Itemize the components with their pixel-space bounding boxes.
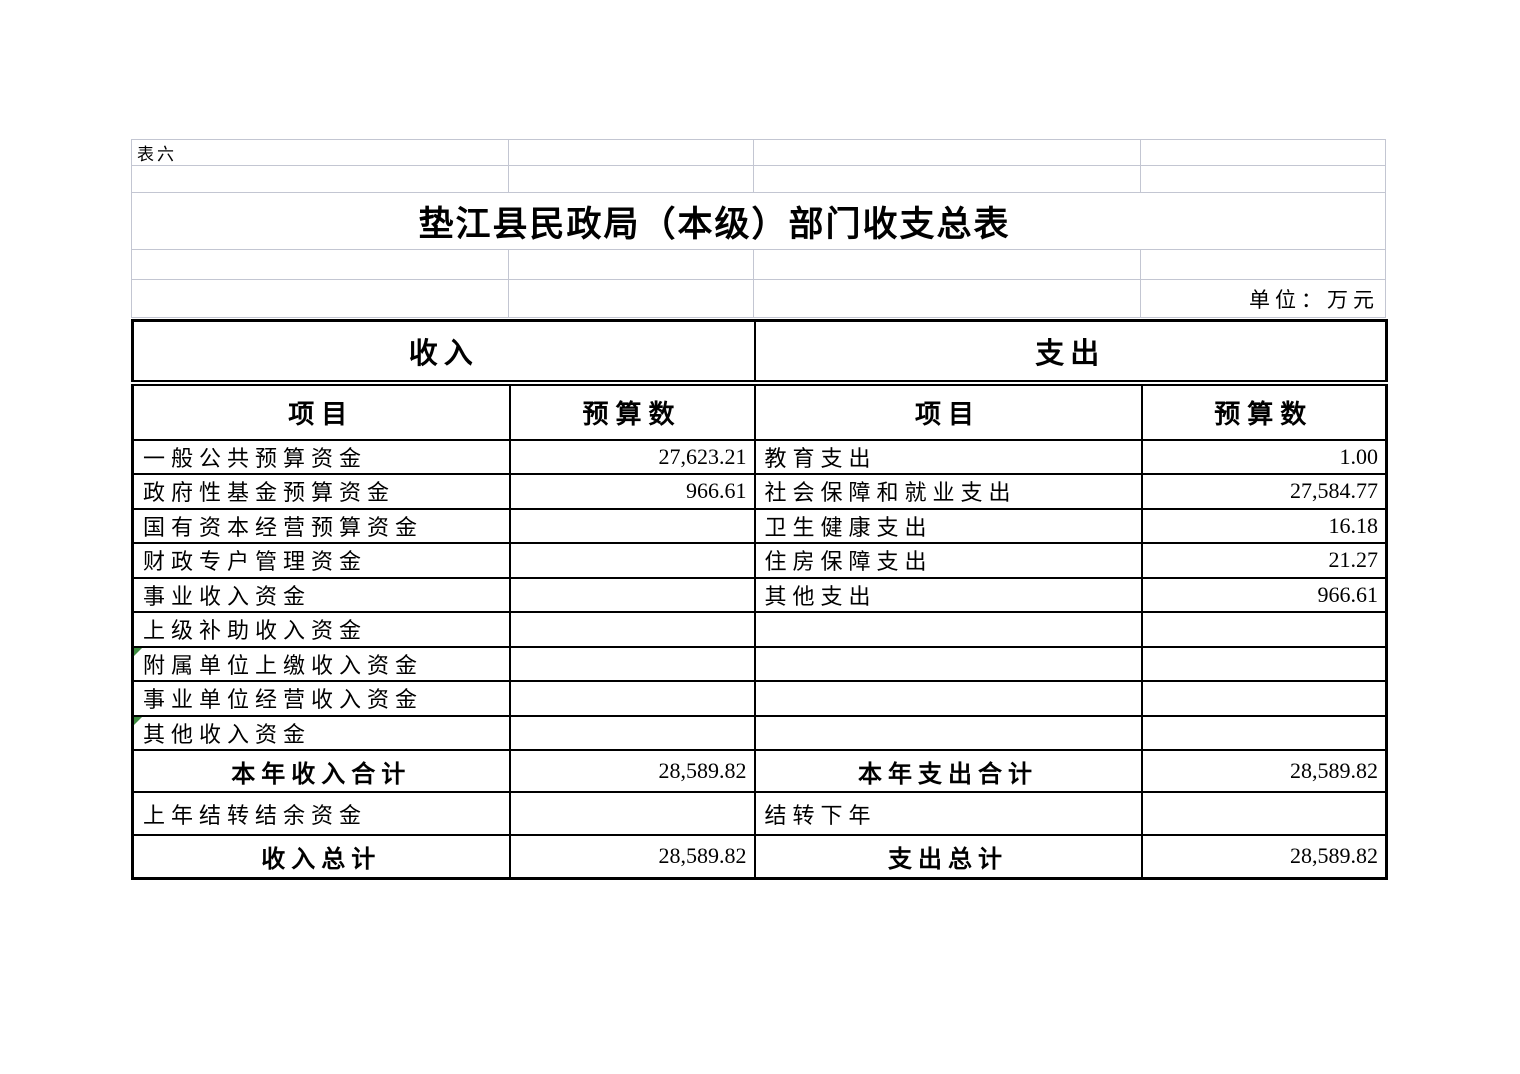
expense-budget-cell: [1140, 645, 1388, 682]
expense-budget-cell: 27,584.77: [1140, 473, 1388, 510]
table-row: 附属单位上缴收入资金: [131, 645, 1388, 682]
income-item-text: 其他收入资金: [143, 721, 312, 747]
expense-budget-cell: [1140, 680, 1388, 717]
income-item-cell: 上级补助收入资金: [131, 611, 511, 648]
income-item-column-header: 项目: [131, 381, 511, 441]
expense-budget-cell: 1.00: [1140, 438, 1388, 475]
income-item-cell: 事业单位经营收入资金: [131, 680, 511, 717]
expense-item-cell: 教育支出: [753, 438, 1143, 475]
income-budget-cell: 27,623.21: [508, 438, 756, 475]
table-row: 垫江县民政局（本级）部门收支总表: [131, 192, 1386, 250]
table-row: 事业收入资金 其他支出 966.61: [131, 576, 1388, 613]
expense-carryover-value: [1140, 791, 1388, 836]
table-row: 上级补助收入资金: [131, 611, 1388, 648]
table-row: 国有资本经营预算资金 卫生健康支出 16.18: [131, 507, 1388, 544]
income-subtotal-label: 本年收入合计: [131, 749, 511, 793]
income-item-cell: 事业收入资金: [131, 576, 511, 613]
empty-cell: [131, 279, 509, 318]
empty-cell: [753, 249, 1141, 280]
empty-cell: [753, 139, 1141, 166]
table-row: 单位：万元: [131, 279, 1386, 318]
expense-item-cell: 其他支出: [753, 576, 1143, 613]
table-row: [131, 249, 1386, 280]
income-item-cell: 财政专户管理资金: [131, 542, 511, 579]
expense-total-value: 28,589.82: [1140, 834, 1388, 879]
income-section-header: 收入: [131, 319, 756, 386]
income-budget-cell: 966.61: [508, 473, 756, 510]
empty-cell: [131, 249, 509, 280]
title-cell: 垫江县民政局（本级）部门收支总表: [131, 192, 1386, 250]
table-row: 其他收入资金: [131, 714, 1388, 751]
column-header-row: 项目 预算数 项目 预算数: [131, 381, 1388, 441]
empty-cell: [508, 139, 754, 166]
empty-cell: [753, 165, 1141, 193]
expense-item-cell: 卫生健康支出: [753, 507, 1143, 544]
empty-cell: [508, 279, 754, 318]
empty-cell: [131, 165, 509, 193]
table-row: 财政专户管理资金 住房保障支出 21.27: [131, 542, 1388, 579]
expense-total-label: 支出总计: [753, 834, 1143, 879]
expense-item-cell: [753, 611, 1143, 648]
expense-budget-cell: [1140, 714, 1388, 751]
carryover-row: 上年结转结余资金 结转下年: [131, 791, 1388, 836]
empty-cell: [1140, 165, 1386, 193]
table-row: 事业单位经营收入资金: [131, 680, 1388, 717]
expense-item-cell: [753, 645, 1143, 682]
empty-cell: [508, 249, 754, 280]
income-item-cell: 政府性基金预算资金: [131, 473, 511, 510]
expense-budget-cell: [1140, 611, 1388, 648]
table-row: 表六: [131, 139, 1386, 166]
empty-cell: [508, 165, 754, 193]
expense-item-cell: [753, 714, 1143, 751]
income-total-label: 收入总计: [131, 834, 511, 879]
income-budget-cell: [508, 507, 756, 544]
error-marker-icon: [134, 717, 142, 725]
income-carryover-label: 上年结转结余资金: [131, 791, 511, 836]
unit-label: 单位：万元: [1140, 279, 1386, 318]
income-budget-cell: [508, 714, 756, 751]
expense-item-column-header: 项目: [753, 381, 1143, 441]
income-budget-cell: [508, 611, 756, 648]
top-grid: 表六 垫江县民政局（本级）部门收支总表: [131, 139, 1386, 318]
income-item-cell: 一般公共预算资金: [131, 438, 511, 475]
error-marker-icon: [134, 648, 142, 656]
expense-subtotal-label: 本年支出合计: [753, 749, 1143, 793]
income-expense-table: 收入 支出 项目 预算数 项目 预算数 一般公共预算资金 27,623.21 教…: [131, 319, 1389, 880]
expense-budget-cell: 966.61: [1140, 576, 1388, 613]
table-row: 一般公共预算资金 27,623.21 教育支出 1.00: [131, 438, 1388, 475]
sheet-number-label: 表六: [131, 139, 509, 166]
expense-budget-cell: 21.27: [1140, 542, 1388, 579]
income-item-cell: 附属单位上缴收入资金: [131, 645, 511, 682]
expense-item-cell: 社会保障和就业支出: [753, 473, 1143, 510]
subtotal-row: 本年收入合计 28,589.82 本年支出合计 28,589.82: [131, 749, 1388, 793]
empty-cell: [1140, 249, 1386, 280]
table-row: [131, 165, 1386, 193]
income-total-value: 28,589.82: [508, 834, 756, 879]
page-title: 垫江县民政局（本级）部门收支总表: [418, 204, 1011, 244]
income-item-cell: 国有资本经营预算资金: [131, 507, 511, 544]
income-budget-cell: [508, 576, 756, 613]
expense-item-cell: 住房保障支出: [753, 542, 1143, 579]
income-budget-cell: [508, 542, 756, 579]
section-header-row: 收入 支出: [131, 319, 1388, 386]
income-budget-cell: [508, 680, 756, 717]
expense-subtotal-value: 28,589.82: [1140, 749, 1388, 793]
income-item-text: 附属单位上缴收入资金: [143, 652, 424, 678]
income-carryover-value: [508, 791, 756, 836]
total-row: 收入总计 28,589.82 支出总计 28,589.82: [131, 834, 1388, 879]
income-item-cell: 其他收入资金: [131, 714, 511, 751]
table-row: 政府性基金预算资金 966.61 社会保障和就业支出 27,584.77: [131, 473, 1388, 510]
income-budget-cell: [508, 645, 756, 682]
expense-budget-cell: 16.18: [1140, 507, 1388, 544]
income-subtotal-value: 28,589.82: [508, 749, 756, 793]
empty-cell: [753, 279, 1141, 318]
empty-cell: [1140, 139, 1386, 166]
expense-budget-column-header: 预算数: [1140, 381, 1388, 441]
expense-carryover-label: 结转下年: [753, 791, 1143, 836]
expense-section-header: 支出: [753, 319, 1388, 386]
expense-item-cell: [753, 680, 1143, 717]
income-budget-column-header: 预算数: [508, 381, 756, 441]
